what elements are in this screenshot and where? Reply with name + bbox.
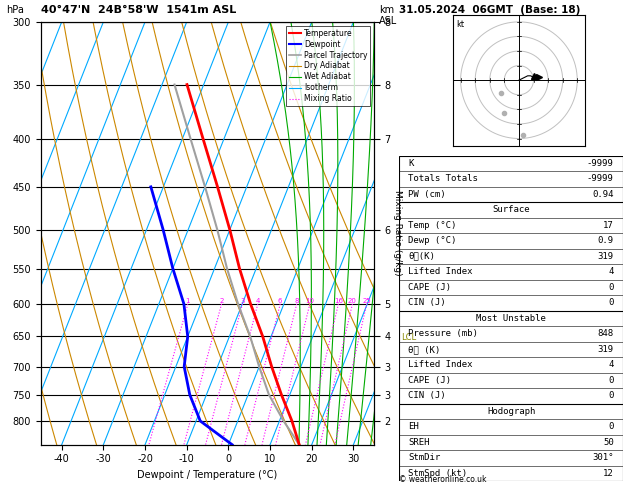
Text: 848: 848 [598, 330, 614, 338]
Text: -9999: -9999 [587, 174, 614, 183]
Text: CAPE (J): CAPE (J) [408, 376, 452, 385]
Text: Lifted Index: Lifted Index [408, 360, 473, 369]
Text: km: km [379, 5, 394, 15]
Text: 50: 50 [603, 438, 614, 447]
Text: 4: 4 [608, 360, 614, 369]
Text: hPa: hPa [6, 5, 24, 15]
Text: Pressure (mb): Pressure (mb) [408, 330, 478, 338]
Text: Most Unstable: Most Unstable [476, 314, 546, 323]
Text: 0.94: 0.94 [593, 190, 614, 199]
Text: Totals Totals: Totals Totals [408, 174, 478, 183]
Text: 31.05.2024  06GMT  (Base: 18): 31.05.2024 06GMT (Base: 18) [399, 5, 581, 15]
Text: 319: 319 [598, 252, 614, 261]
Text: Temp (°C): Temp (°C) [408, 221, 457, 230]
Text: 0: 0 [608, 376, 614, 385]
Text: Lifted Index: Lifted Index [408, 267, 473, 277]
Text: ASL: ASL [379, 16, 398, 26]
Text: kt: kt [456, 20, 464, 30]
Text: EH: EH [408, 422, 419, 432]
Text: 0: 0 [608, 283, 614, 292]
Y-axis label: Mixing Ratio (g/kg): Mixing Ratio (g/kg) [393, 191, 402, 276]
Text: CIN (J): CIN (J) [408, 391, 446, 400]
Text: 3: 3 [240, 298, 245, 304]
Text: 20: 20 [348, 298, 357, 304]
Text: 0: 0 [608, 298, 614, 307]
Text: StmDir: StmDir [408, 453, 440, 462]
Text: K: K [408, 159, 414, 168]
Text: Dewp (°C): Dewp (°C) [408, 236, 457, 245]
Text: Surface: Surface [493, 205, 530, 214]
Text: CIN (J): CIN (J) [408, 298, 446, 307]
Text: 0: 0 [608, 391, 614, 400]
Text: © weatheronline.co.uk: © weatheronline.co.uk [399, 474, 487, 484]
Text: 319: 319 [598, 345, 614, 354]
Text: 8: 8 [294, 298, 299, 304]
Legend: Temperature, Dewpoint, Parcel Trajectory, Dry Adiabat, Wet Adiabat, Isotherm, Mi: Temperature, Dewpoint, Parcel Trajectory… [286, 26, 370, 106]
Text: θᴄ (K): θᴄ (K) [408, 345, 440, 354]
Text: 301°: 301° [593, 453, 614, 462]
Text: 25: 25 [362, 298, 371, 304]
Text: 17: 17 [603, 221, 614, 230]
Text: 12: 12 [603, 469, 614, 478]
Text: CAPE (J): CAPE (J) [408, 283, 452, 292]
Text: 16: 16 [334, 298, 343, 304]
Text: 4: 4 [255, 298, 260, 304]
Text: 10: 10 [305, 298, 314, 304]
Text: 1: 1 [186, 298, 190, 304]
Text: θᴄ(K): θᴄ(K) [408, 252, 435, 261]
Text: PW (cm): PW (cm) [408, 190, 446, 199]
Text: Hodograph: Hodograph [487, 407, 535, 416]
Text: 40°47'N  24B°58'W  1541m ASL: 40°47'N 24B°58'W 1541m ASL [41, 5, 236, 15]
Text: -9999: -9999 [587, 159, 614, 168]
X-axis label: Dewpoint / Temperature (°C): Dewpoint / Temperature (°C) [138, 470, 277, 480]
Text: SREH: SREH [408, 438, 430, 447]
Text: 4: 4 [608, 267, 614, 277]
Text: 0.9: 0.9 [598, 236, 614, 245]
Text: 2: 2 [220, 298, 224, 304]
Text: LCL: LCL [401, 333, 416, 342]
Text: StmSpd (kt): StmSpd (kt) [408, 469, 467, 478]
Text: 6: 6 [278, 298, 282, 304]
Text: 0: 0 [608, 422, 614, 432]
